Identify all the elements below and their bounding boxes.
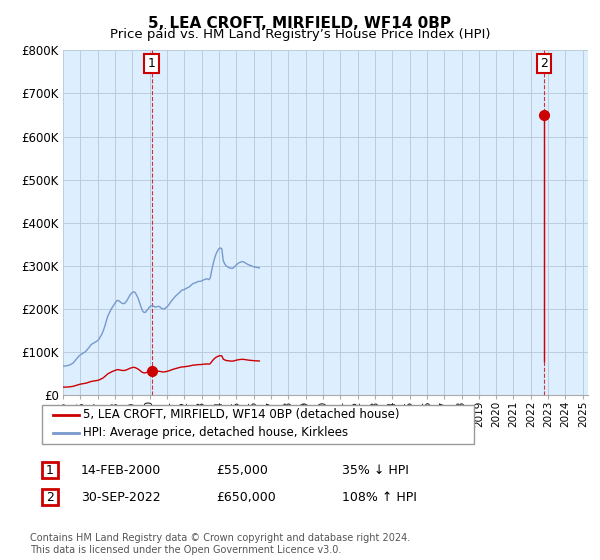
- FancyBboxPatch shape: [42, 463, 58, 478]
- Text: 2: 2: [46, 491, 54, 504]
- Text: Price paid vs. HM Land Registry’s House Price Index (HPI): Price paid vs. HM Land Registry’s House …: [110, 28, 490, 41]
- Text: 5, LEA CROFT, MIRFIELD, WF14 0BP: 5, LEA CROFT, MIRFIELD, WF14 0BP: [149, 16, 452, 31]
- Text: 14-FEB-2000: 14-FEB-2000: [81, 464, 161, 477]
- Text: £55,000: £55,000: [216, 464, 268, 477]
- Text: 1: 1: [46, 464, 54, 477]
- Text: £650,000: £650,000: [216, 491, 276, 504]
- Text: Contains HM Land Registry data © Crown copyright and database right 2024.
This d: Contains HM Land Registry data © Crown c…: [30, 533, 410, 555]
- FancyBboxPatch shape: [42, 489, 58, 505]
- Text: 1: 1: [148, 57, 155, 70]
- FancyBboxPatch shape: [42, 405, 474, 444]
- Text: 2: 2: [540, 57, 548, 70]
- Text: 35% ↓ HPI: 35% ↓ HPI: [342, 464, 409, 477]
- Text: 30-SEP-2022: 30-SEP-2022: [81, 491, 161, 504]
- Text: HPI: Average price, detached house, Kirklees: HPI: Average price, detached house, Kirk…: [83, 426, 348, 440]
- Text: 5, LEA CROFT, MIRFIELD, WF14 0BP (detached house): 5, LEA CROFT, MIRFIELD, WF14 0BP (detach…: [83, 408, 400, 422]
- Text: 108% ↑ HPI: 108% ↑ HPI: [342, 491, 417, 504]
